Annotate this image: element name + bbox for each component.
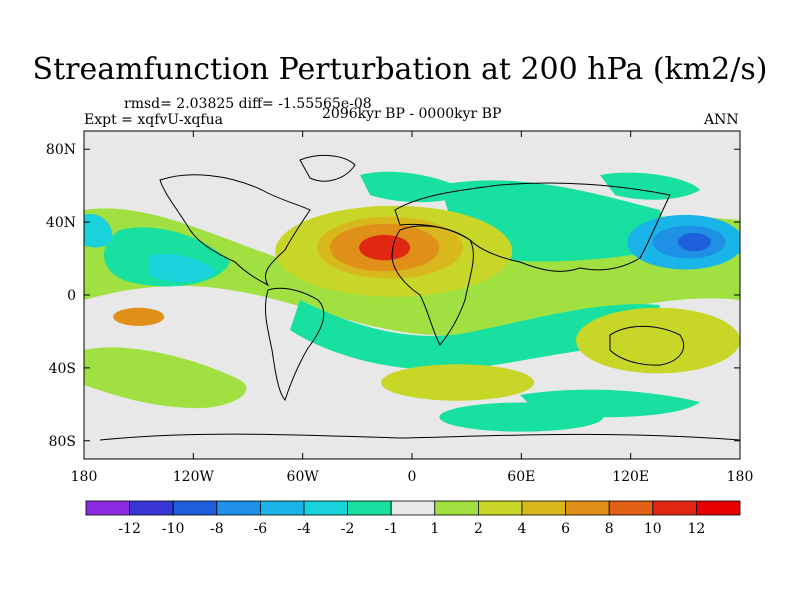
field-layer [84,131,740,459]
x-tick-label: 120W [173,469,215,485]
coastlines [99,154,740,441]
dateline-negative [84,214,113,248]
colorbar-swatch [303,500,348,516]
field-blob-southern-ocean-neg [439,402,604,432]
field-contours [113,205,740,432]
colorbar-swatch [259,500,305,516]
colorbar-label: -2 [341,521,355,537]
y-tick-label: 40S [49,361,76,377]
greenland-coast [299,154,356,182]
south-pacific-band [84,347,247,409]
colorbar-swatch [696,500,741,516]
field-blob-australia-2 [576,307,740,374]
x-tick-label: 180 [727,469,754,485]
colorbar-swatch [347,500,392,516]
colorbar-label: 6 [561,521,570,537]
colorbar-swatch [565,500,610,516]
south-america-coast [265,287,325,401]
antarctica-coast [99,433,740,441]
field-blob-south-atlantic-2 [381,364,535,401]
plot-title: Streamfunction Perturbation at 200 hPa (… [32,52,768,87]
x-tick-label: 120E [612,469,649,485]
x-tick-label: 0 [408,469,417,485]
x-tick-label: 180 [71,469,98,485]
y-tick-label: 40N [46,215,76,231]
north-atlantic-negative [360,171,470,203]
colorbar-label: 2 [474,521,483,537]
colorbar-label: 8 [605,521,614,537]
stats-text: rmsd= 2.03825 diff= -1.55565e-08 [124,96,372,112]
eurasia-coast [394,182,671,272]
colorbar-swatch [216,500,261,516]
tropical-band-negative [290,300,660,371]
field-blob-west-pacific-low [678,233,711,252]
colorbar-label: -8 [210,521,224,537]
colorbar-label: -1 [384,521,398,537]
colorbar-swatch [129,500,174,516]
colorbar-swatch [608,500,654,516]
colorbar-swatch [521,500,566,516]
colorbar-label: -6 [254,521,268,537]
colorbar-label: 4 [518,521,527,537]
colorbar-label: -4 [297,521,311,537]
australia-coast [609,325,685,366]
colorbar-swatch [434,500,479,516]
colorbar-swatch [85,500,130,516]
experiment-label: Expt = xqfvU-xqfua [84,112,223,128]
field-blob-east-pacific-high [113,307,165,326]
y-tick-label: 80S [49,434,76,450]
x-tick-label: 60W [287,469,320,485]
y-tick-label: 80N [46,142,76,158]
colorbar-label: -10 [162,521,185,537]
north-pacific-negative-core [150,253,215,283]
colorbar-swatch [172,500,218,516]
colorbar-swatch [477,500,523,516]
colorbar-label: 1 [430,521,439,537]
colorbar-label: -12 [118,521,141,537]
axis-ticks: 180 120W 60W 0 60E 120E 180 80N 40N 0 40S 80S [46,131,753,485]
colorbar-label: 12 [687,521,705,537]
season-label: ANN [704,112,739,128]
field-blob-north-africa-high [359,234,411,261]
north-america-coast [159,174,311,287]
y-tick-label: 0 [67,288,76,304]
period-label: 2096kyr BP - 0000kyr BP [322,106,502,122]
colorbar-swatch [652,500,697,516]
colorbar: -12 -10 -8 -6 -4 -2 -1 1 2 4 6 8 10 12 [85,500,741,537]
north-pacific-ridge [600,172,700,200]
colorbar-swatch [390,500,436,516]
x-tick-label: 60E [507,469,535,485]
colorbar-label: 10 [644,521,662,537]
